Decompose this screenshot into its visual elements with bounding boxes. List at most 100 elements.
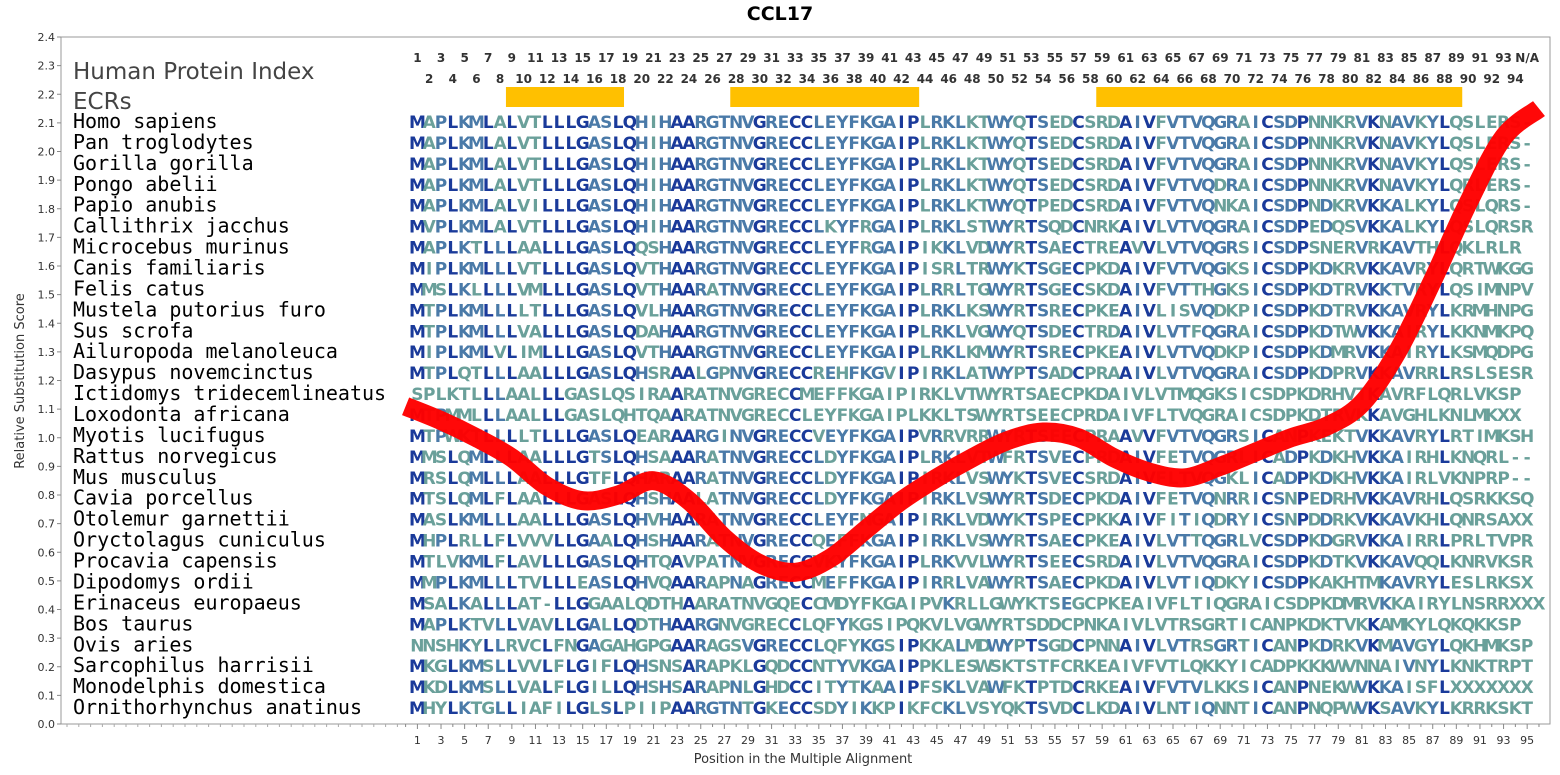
residue: N [729, 469, 743, 489]
residue: F [1155, 155, 1167, 175]
residue: Y [1001, 532, 1015, 552]
residue: R [1084, 406, 1097, 426]
residue: N [729, 218, 743, 238]
residue: W [998, 594, 1017, 614]
residue: K [1308, 364, 1322, 384]
residue: K [1332, 197, 1346, 217]
residue: T [1191, 594, 1203, 614]
residue: A [978, 678, 992, 698]
residue: K [859, 427, 873, 447]
residue: V [1155, 594, 1169, 614]
residue: L [542, 636, 553, 656]
residue: Q [1201, 218, 1215, 238]
residue: S [600, 155, 612, 175]
residue: L [506, 594, 517, 614]
residue: W [975, 385, 994, 405]
residue: V [1131, 406, 1145, 426]
residue: Q [611, 385, 625, 405]
residue: R [505, 636, 518, 656]
residue: Q [1449, 260, 1463, 280]
residue: S [1037, 155, 1049, 175]
residue: V [741, 197, 755, 217]
residue: W [987, 364, 1006, 384]
residue: D [646, 594, 660, 614]
residue: S [600, 218, 612, 238]
residue: M [409, 176, 426, 196]
residue: S [1261, 385, 1273, 405]
residue: K [942, 322, 956, 342]
residue: V [1155, 385, 1169, 405]
residue: G [871, 657, 885, 677]
residue: K [458, 511, 472, 531]
residue: G [753, 322, 767, 342]
residue: S [1084, 553, 1096, 573]
residue: L [613, 573, 624, 593]
residue: C [1261, 553, 1273, 573]
alignment-row: Callithrix jacchus MVPLKMLALVTLLLGASLQHIH… [73, 214, 1534, 238]
residue: K [1391, 594, 1405, 614]
residue: K [1414, 176, 1428, 196]
residue: V [753, 594, 767, 614]
residue: G [871, 218, 885, 238]
residue: L [955, 573, 966, 593]
residue: K [1096, 678, 1110, 698]
residue: R [942, 573, 955, 593]
residue: K [1332, 260, 1346, 280]
residue: - [544, 594, 551, 614]
residue: K [942, 553, 956, 573]
residue: T [1026, 239, 1038, 259]
residue: D [434, 678, 448, 698]
residue: L [483, 260, 494, 280]
residue: A [942, 636, 956, 656]
residue: L [1439, 218, 1450, 238]
residue: Q [623, 239, 637, 259]
residue: P [907, 532, 919, 552]
residue: Q [623, 427, 637, 447]
residue: P [718, 364, 730, 384]
residue: L [565, 573, 576, 593]
sequence: MTLVKMLFLAVLLLGASLQHTQAVPATNVGRECCVKYFKG… [409, 553, 1534, 573]
residue: F [825, 615, 837, 635]
residue: L [506, 280, 517, 300]
sequence: MASLKMLLLAALLLGASLQHVHAARATNVGRECCLEYFNG… [409, 511, 1534, 531]
residue: G [1402, 406, 1416, 426]
residue: N [729, 427, 743, 447]
residue: A [529, 699, 543, 719]
residue: F [553, 657, 565, 677]
position-label: 7 [484, 51, 492, 65]
residue: A [517, 385, 531, 405]
residue: K [1450, 448, 1464, 468]
residue: E [1049, 176, 1061, 196]
residue: T [648, 260, 660, 280]
residue: H [658, 532, 672, 552]
residue: T [1179, 699, 1191, 719]
residue: S [1273, 280, 1285, 300]
residue: V [1190, 239, 1204, 259]
residue: I [1134, 448, 1140, 468]
residue: R [1225, 239, 1238, 259]
residue: V [1403, 239, 1417, 259]
residue: K [966, 134, 980, 154]
residue: R [1214, 615, 1227, 635]
residue: V [529, 532, 543, 552]
residue: S [435, 636, 447, 656]
residue: M [409, 469, 426, 489]
residue: G [576, 364, 590, 384]
alignment-row: Microcebus murinus MAPLKTLLLAALLLGASLQQSH… [73, 235, 1522, 259]
residue: S [423, 594, 435, 614]
residue: R [1485, 239, 1498, 259]
residue: V [1143, 239, 1157, 259]
residue: L [542, 448, 553, 468]
residue: Y [1237, 573, 1251, 593]
position-label: 21 [645, 51, 662, 65]
residue: K [859, 678, 873, 698]
residue: T [719, 113, 731, 133]
residue: S [1379, 699, 1391, 719]
residue: R [1485, 469, 1498, 489]
position-label: 22 [657, 72, 674, 86]
residue: N [729, 490, 743, 510]
residue: Q [634, 239, 648, 259]
residue: I [910, 385, 916, 405]
sequence: MTPLKMLLLLTLLLGASLQVLHAARGTNVGRECCLEYFKG… [409, 301, 1534, 321]
residue: A [423, 134, 437, 154]
